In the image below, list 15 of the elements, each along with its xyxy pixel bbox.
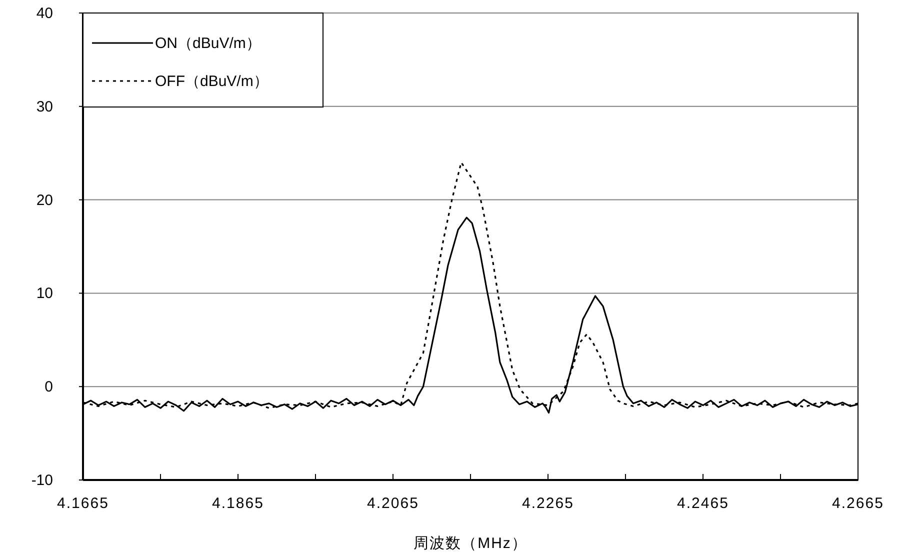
x-tick-label: 4.2665: [832, 495, 884, 512]
x-tick-label: 4.1865: [212, 495, 264, 512]
y-tick-label: 0: [44, 378, 53, 396]
x-tick-label: 4.2265: [522, 495, 574, 512]
y-tick-label: 10: [36, 285, 53, 302]
legend-label: ON（dBuV/m）: [155, 35, 261, 52]
y-tick-label: 40: [36, 5, 53, 22]
x-tick-label: 4.1665: [57, 495, 109, 512]
x-tick-label: 4.2065: [367, 495, 419, 512]
y-tick-label: -10: [31, 472, 53, 489]
y-tick-label: 30: [36, 98, 53, 116]
legend-label: OFF（dBuV/m）: [155, 73, 268, 90]
x-axis-title: 周波数（MHz）: [414, 535, 528, 552]
x-tick-label: 4.2465: [677, 495, 729, 512]
y-tick-label: 20: [36, 192, 53, 209]
